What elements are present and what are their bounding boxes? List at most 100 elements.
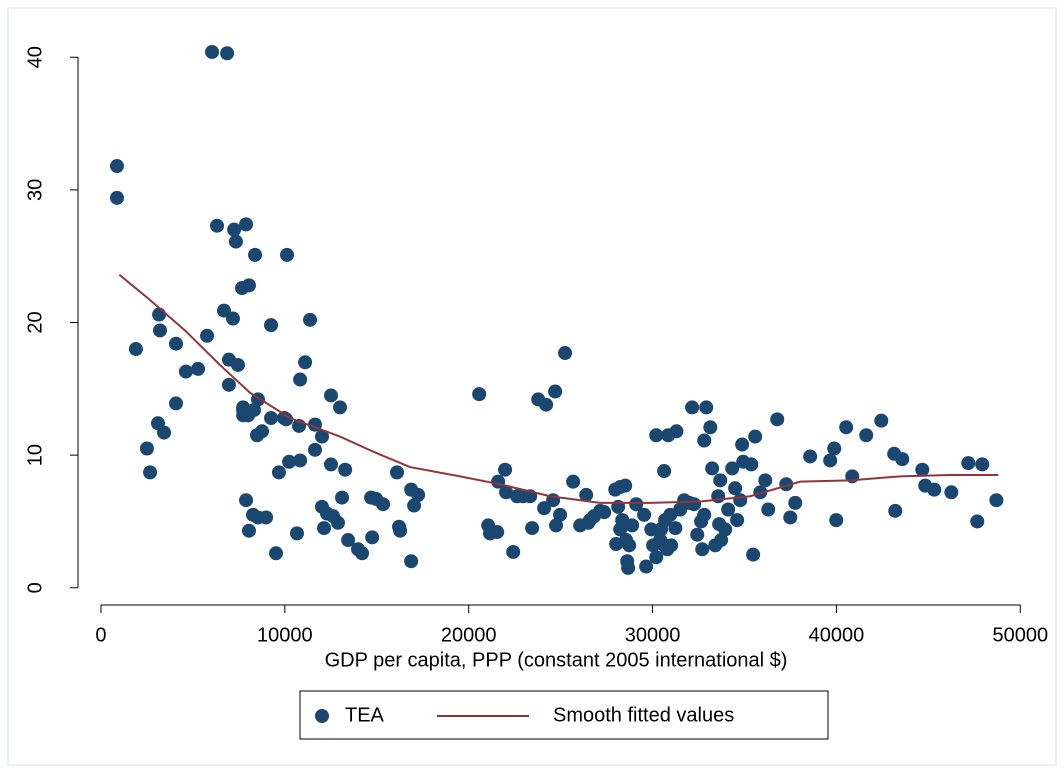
point: [143, 465, 158, 480]
point: [225, 311, 240, 326]
fit-line: [118, 273, 999, 504]
point: [721, 502, 736, 517]
point: [613, 522, 628, 537]
x-tick-label: 20000: [441, 624, 497, 646]
point: [525, 521, 540, 536]
point: [248, 247, 263, 262]
point: [649, 428, 664, 443]
point: [874, 413, 889, 428]
point: [209, 218, 224, 233]
point: [770, 412, 785, 427]
point: [200, 328, 215, 343]
x-tick-label: 0: [95, 624, 106, 646]
point: [472, 387, 487, 402]
point: [697, 507, 712, 522]
point: [553, 507, 568, 522]
point: [687, 497, 702, 512]
point: [153, 323, 168, 338]
point: [314, 429, 329, 444]
point: [264, 411, 279, 425]
point: [827, 441, 842, 456]
point: [157, 425, 172, 440]
point: [317, 521, 332, 536]
point: [725, 461, 740, 476]
point: [788, 495, 803, 510]
point: [205, 44, 220, 59]
point: [271, 465, 286, 480]
point: [597, 505, 612, 520]
point: [888, 503, 903, 518]
point: [365, 530, 380, 545]
point: [139, 441, 154, 456]
point: [390, 465, 404, 480]
point: [323, 457, 338, 472]
x-axis-title: GDP per capita, PPP (constant 2005 inter…: [325, 649, 788, 671]
point: [637, 507, 652, 522]
point: [669, 424, 684, 439]
point: [289, 526, 304, 541]
y-tick-label: 40: [24, 46, 46, 68]
point: [307, 442, 322, 457]
point: [625, 518, 640, 533]
point: [859, 428, 874, 443]
point: [293, 372, 308, 387]
point: [109, 159, 124, 174]
point: [621, 560, 636, 575]
point: [220, 46, 235, 61]
y-tick-label: 20: [24, 311, 46, 333]
point: [989, 493, 1004, 508]
point: [168, 336, 183, 351]
point: [109, 190, 124, 205]
point: [618, 478, 633, 493]
point: [649, 550, 664, 565]
point: [341, 533, 356, 548]
point: [293, 453, 308, 468]
point: [961, 456, 976, 471]
x-tick-label: 40000: [809, 624, 865, 646]
point: [839, 420, 854, 435]
point: [537, 501, 552, 516]
point: [407, 498, 422, 513]
point: [695, 542, 710, 557]
point: [690, 527, 705, 542]
point: [748, 429, 763, 444]
point: [298, 355, 313, 370]
point: [128, 342, 143, 357]
point: [746, 547, 761, 562]
point: [259, 510, 274, 525]
point: [803, 449, 818, 464]
point: [241, 523, 256, 538]
point: [566, 474, 581, 489]
point: [191, 361, 206, 376]
legend-label: Smooth fitted values: [553, 704, 734, 726]
point: [230, 357, 245, 372]
point: [728, 481, 743, 496]
point: [264, 318, 279, 333]
point: [168, 396, 183, 411]
scatter-series: [109, 44, 1004, 575]
point: [280, 247, 295, 262]
point: [915, 462, 930, 477]
y-tick-label: 10: [24, 444, 46, 466]
y-tick-label: 0: [24, 582, 46, 593]
point: [895, 452, 910, 467]
point: [646, 538, 661, 553]
point: [761, 502, 776, 517]
point: [639, 559, 654, 574]
y-tick-label: 30: [24, 179, 46, 201]
point: [713, 473, 728, 488]
point: [779, 477, 794, 492]
point: [330, 515, 345, 530]
point: [622, 538, 637, 553]
point: [246, 403, 261, 418]
point: [506, 544, 521, 559]
point: [228, 234, 243, 249]
point: [712, 517, 727, 532]
point: [735, 437, 750, 452]
point: [548, 384, 563, 399]
point: [178, 364, 193, 379]
point: [376, 497, 391, 512]
point: [829, 513, 844, 528]
point: [944, 485, 959, 500]
point: [282, 454, 297, 469]
